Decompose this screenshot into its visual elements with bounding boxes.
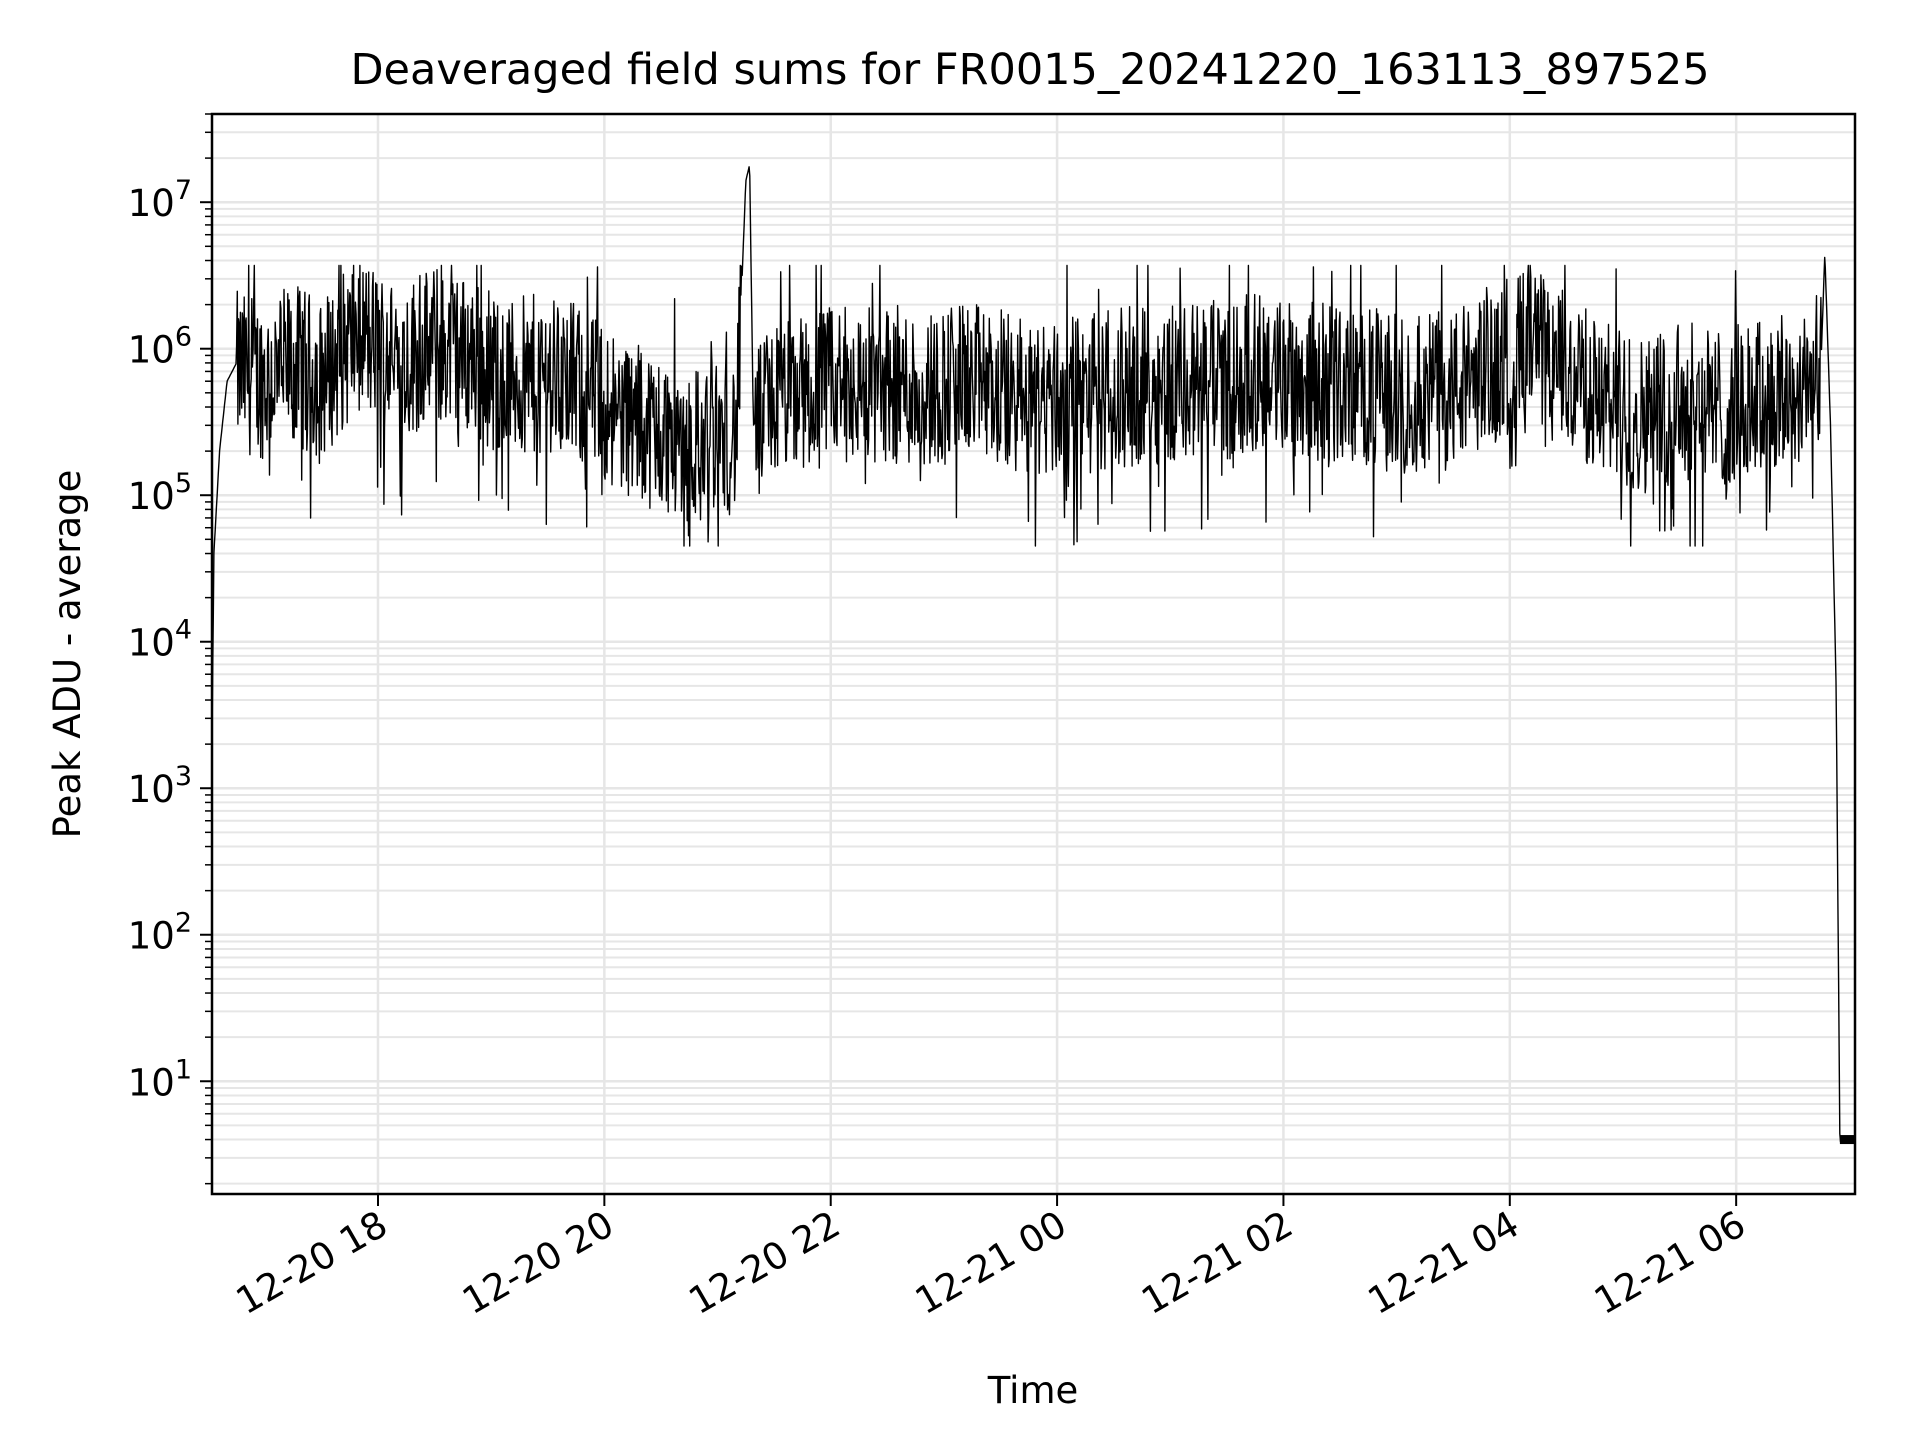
y-tick-label: 102 — [128, 908, 192, 958]
y-tick-label: 104 — [128, 615, 192, 665]
y-tick-label: 107 — [128, 175, 192, 225]
axes-frame — [210, 112, 1857, 1196]
y-axis-label: Peak ADU - average — [46, 470, 89, 839]
plot-area — [211, 166, 1856, 1145]
series-line — [211, 166, 1856, 1143]
y-tick-label: 103 — [128, 761, 192, 811]
y-tick-label: 106 — [128, 322, 192, 372]
y-tick-label: 101 — [128, 1054, 192, 1104]
x-axis-label: Time — [987, 1369, 1079, 1412]
grid-layer — [212, 113, 1855, 1194]
chart-title: Deaveraged field sums for FR0015_2024122… — [350, 45, 1709, 95]
y-tick-label: 105 — [128, 468, 192, 518]
y-axis: 101 102 103 104 105 106 107 — [128, 113, 212, 1185]
